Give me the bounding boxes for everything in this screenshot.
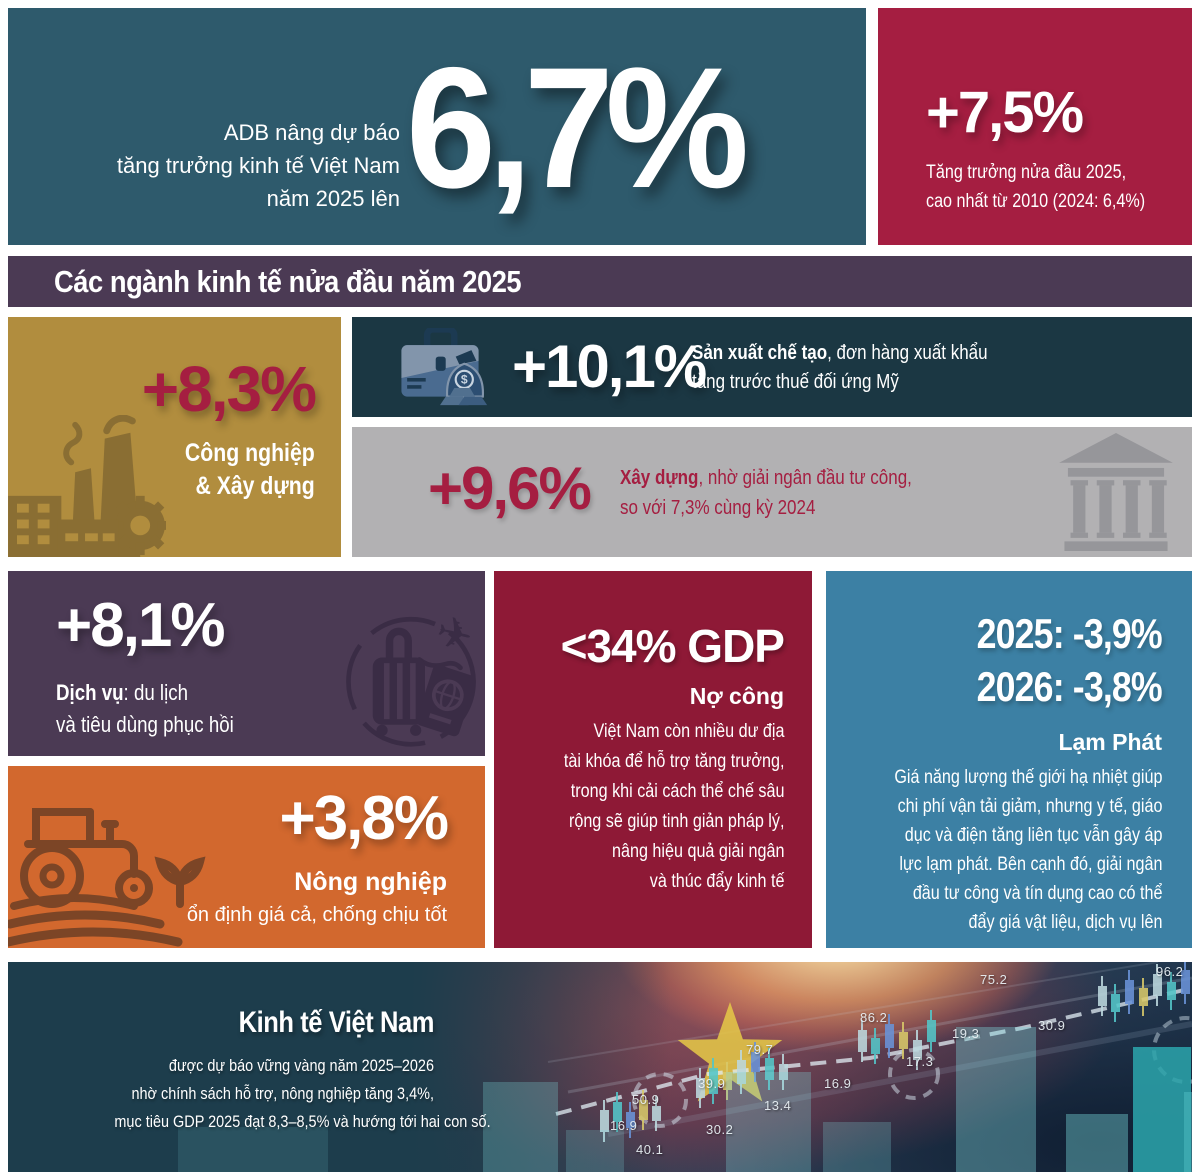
agriculture-value: +3,8% xyxy=(279,784,449,853)
photo-number: 30.2 xyxy=(706,1122,734,1137)
half-year-desc: Tăng trưởng nửa đầu 2025, cao nhất từ 20… xyxy=(926,162,1146,212)
footer-summary-panel: 96.2 75.2 86.2 30.9 19.3 79.7 17.3 39.9 16.9 50.9… xyxy=(8,962,1192,1172)
bank-icon xyxy=(1059,433,1173,551)
manufacturing-value: +10,1% xyxy=(512,333,707,400)
manufacturing-panel: $ +10,1% Sản xuất chế tạo, đơn hàng xuất… xyxy=(352,317,1192,417)
photo-number: 86.2 xyxy=(860,1010,888,1025)
stock-market-collage xyxy=(178,962,1192,1172)
hero-forecast-panel: ADB nâng dự báo tăng trưởng kinh tế Việt… xyxy=(8,8,866,245)
inflation-panel: 2025: -3,9% 2026: -3,8% Lạm Phát Giá năn… xyxy=(826,571,1192,948)
public-debt-label: Nợ công xyxy=(689,683,784,709)
half-year-growth-panel: +7,5% Tăng trưởng nửa đầu 2025, cao nhất… xyxy=(878,8,1192,245)
star-icon xyxy=(677,1002,783,1102)
footer-text: Kinh tế Việt Nam được dự báo vững vàng n… xyxy=(114,1006,491,1131)
construction-panel: +9,6% Xây dựng, nhờ giải ngân đầu tư côn… xyxy=(352,427,1192,557)
industry-value: +8,3% xyxy=(141,353,317,425)
photo-number: 96.2 xyxy=(1156,964,1184,979)
tractor-icon xyxy=(8,808,206,947)
photo-number: 19.3 xyxy=(952,1026,980,1041)
hero-value: 6,7% xyxy=(406,32,749,224)
photo-number: 50.9 xyxy=(632,1092,660,1107)
photo-number: 79.7 xyxy=(746,1042,774,1057)
inflation-label: Lạm Phát xyxy=(1058,729,1162,755)
public-debt-value: <34% GDP xyxy=(560,620,785,672)
briefcase-money-icon: $ xyxy=(401,328,488,406)
footer-fade-overlay xyxy=(8,962,1192,1172)
services-value: +8,1% xyxy=(56,591,226,660)
industry-label: Công nghiệp & Xây dựng xyxy=(185,439,315,500)
photo-number: 16.9 xyxy=(610,1118,638,1133)
photo-number: 16.9 xyxy=(824,1076,852,1091)
footer-title: Kinh tế Việt Nam xyxy=(238,1006,435,1039)
svg-text:$: $ xyxy=(461,373,468,387)
agriculture-desc: ổn định giá cả, chống chịu tốt xyxy=(186,904,447,926)
manufacturing-desc: Sản xuất chế tạo, đơn hàng xuất khẩu tăn… xyxy=(692,342,988,393)
photo-number: 13.4 xyxy=(764,1098,792,1113)
inflation-desc: Giá năng lượng thế giới hạ nhiệt giúp ch… xyxy=(893,767,1162,933)
factory-icon xyxy=(8,415,166,557)
industry-panel: +8,3% Công nghiệp & Xây dựng xyxy=(8,317,341,557)
construction-value: +9,6% xyxy=(428,455,592,522)
public-debt-desc: Việt Nam còn nhiều dư địa tài khóa để hỗ… xyxy=(563,721,784,892)
inflation-headline: 2025: -3,9% 2026: -3,8% xyxy=(976,610,1163,710)
photo-number-labels: 96.2 75.2 86.2 30.9 19.3 79.7 17.3 39.9 16.9 50.9… xyxy=(8,962,1192,1172)
section-banner: Các ngành kinh tế nửa đầu năm 2025 xyxy=(8,256,1192,307)
photo-number: 75.2 xyxy=(980,972,1008,987)
travel-luggage-icon: ✈ xyxy=(346,609,478,747)
construction-desc: Xây dựng, nhờ giải ngân đầu tư công, so … xyxy=(620,467,912,519)
svg-text:✈: ✈ xyxy=(431,609,478,663)
hero-label: ADB nâng dự báo tăng trưởng kinh tế Việt… xyxy=(116,120,400,211)
half-year-value: +7,5% xyxy=(926,80,1084,145)
photo-number: 39.9 xyxy=(698,1076,726,1091)
services-label: Dịch vụ: du lịch và tiêu dùng phục hồi xyxy=(56,680,234,737)
section-banner-title: Các ngành kinh tế nửa đầu năm 2025 xyxy=(54,263,522,299)
public-debt-panel: <34% GDP Nợ công Việt Nam còn nhiều dư đ… xyxy=(494,571,812,948)
services-panel: +8,1% Dịch vụ: du lịch và tiêu dùng phục… xyxy=(8,571,485,756)
photo-number: 40.1 xyxy=(636,1142,664,1157)
agriculture-label: Nông nghiệp xyxy=(294,868,447,896)
photo-number: 17.3 xyxy=(906,1054,934,1069)
photo-number: 30.9 xyxy=(1038,1018,1066,1033)
agriculture-panel: +3,8% Nông nghiệp ổn định giá cả, chống … xyxy=(8,766,485,948)
